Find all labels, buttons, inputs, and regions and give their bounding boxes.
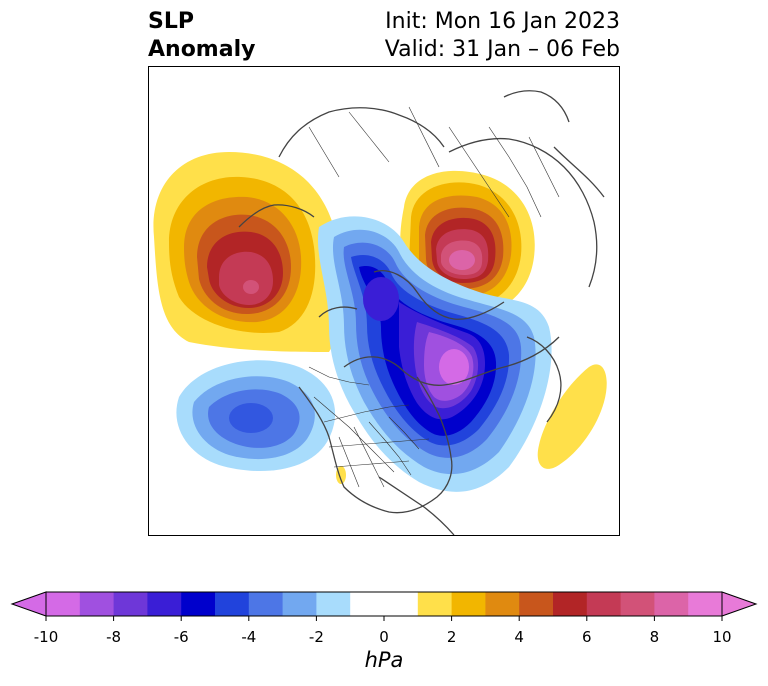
colorbar-segment xyxy=(688,592,723,616)
east-pacific-low-anomaly xyxy=(176,360,336,472)
map-title: SLP Anomaly xyxy=(148,8,255,64)
valid-date: Valid: 31 Jan – 06 Feb xyxy=(384,37,620,62)
colorbar-tick-label: 2 xyxy=(446,628,457,646)
colorbar-segment xyxy=(181,592,216,616)
colorbar-tick-label: -8 xyxy=(106,628,122,646)
colorbar-tick-label: -10 xyxy=(33,628,59,646)
greenland-low-anomaly xyxy=(363,277,399,321)
colorbar-segments xyxy=(46,592,723,616)
colorbar-units: hPa xyxy=(364,648,404,672)
colorbar-tick-label: -4 xyxy=(241,628,257,646)
colorbar-segment xyxy=(79,592,115,616)
colorbar-segment xyxy=(113,592,148,616)
colorbar-segment xyxy=(248,592,284,616)
colorbar-segment xyxy=(316,592,351,616)
init-date: Init: Mon 16 Jan 2023 xyxy=(385,9,620,34)
colorbar-segment xyxy=(485,592,520,616)
colorbar-segment xyxy=(586,592,622,616)
map-panel xyxy=(148,66,620,536)
title-line-1: SLP xyxy=(148,9,194,34)
colorbar-segment xyxy=(553,592,588,616)
colorbar-tick-label: 8 xyxy=(649,628,660,646)
colorbar-segment xyxy=(215,592,250,616)
atlantic-high-anomaly xyxy=(537,364,607,469)
colorbar-segment xyxy=(654,592,689,616)
colorbar-tick-label: 6 xyxy=(582,628,592,646)
colorbar-segment xyxy=(451,592,486,616)
colorbar-segment xyxy=(519,592,554,616)
colorbar-tick-label: -2 xyxy=(308,628,324,646)
colorbar-extend-low xyxy=(10,591,47,617)
colorbar-segment xyxy=(282,592,317,616)
country-borders xyxy=(308,106,560,488)
north-pacific-high-anomaly xyxy=(153,152,342,352)
colorbar-segment xyxy=(350,592,419,616)
colorbar-segment xyxy=(46,592,81,616)
title-line-2: Anomaly xyxy=(148,37,256,62)
anomaly-map xyxy=(153,90,607,535)
colorbar-tick-label: -6 xyxy=(173,628,189,646)
colorbar-extend-high xyxy=(721,591,758,617)
coastlines xyxy=(238,90,605,535)
colorbar-tick-label: 4 xyxy=(514,628,524,646)
colorbar-segment xyxy=(620,592,655,616)
colorbar-tick-label: 0 xyxy=(379,628,389,646)
colorbar-ticks xyxy=(45,616,723,621)
colorbar xyxy=(10,591,758,621)
colorbar-segment xyxy=(147,592,182,616)
date-info: Init: Mon 16 Jan 2023 Valid: 31 Jan – 06… xyxy=(385,8,620,64)
colorbar-tick-label: 10 xyxy=(712,628,732,646)
colorbar-segment xyxy=(417,592,453,616)
